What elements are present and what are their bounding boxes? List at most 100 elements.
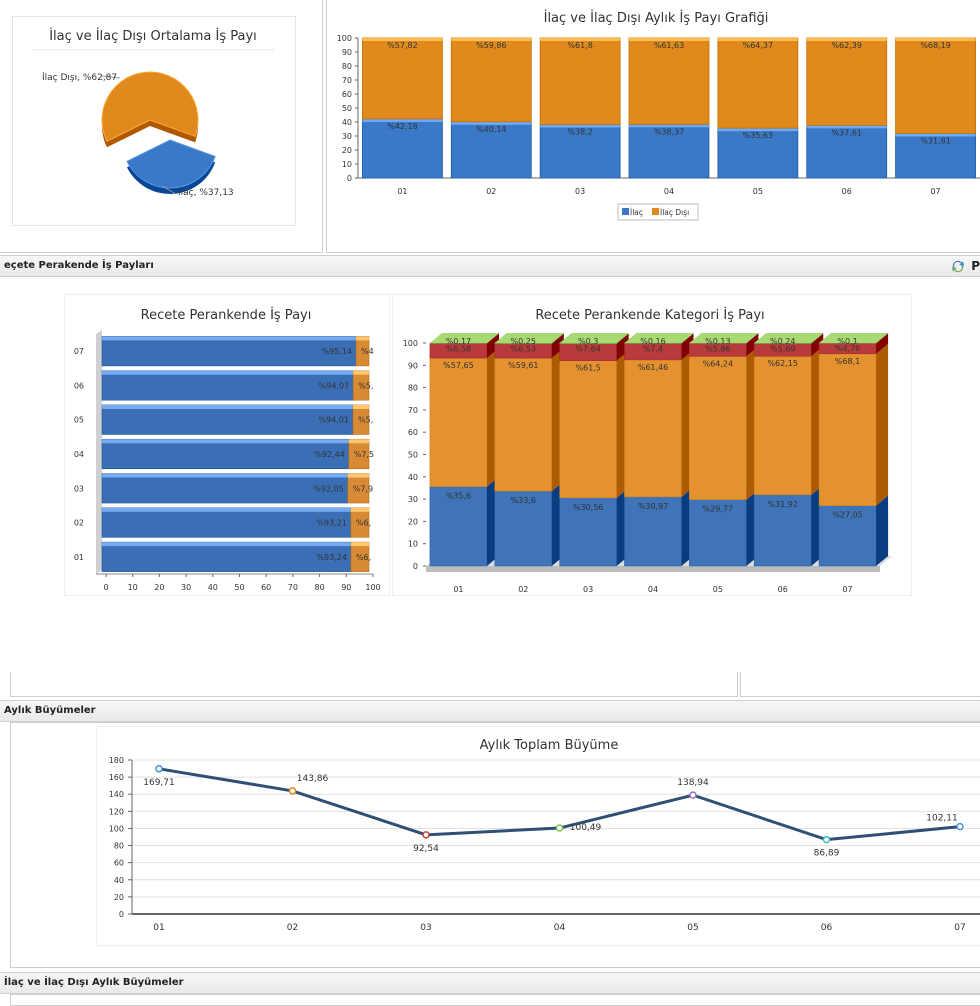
y-tick-label: 50 [342, 104, 352, 113]
chart-title: Recete Perankende Kategori İş Payı [535, 307, 764, 323]
x-tick-label: 0 [103, 583, 108, 592]
data-label: %0,1 [837, 337, 857, 346]
y-tick-label: 100 [337, 34, 352, 43]
bar-highlight [349, 439, 369, 443]
data-label: %33,6 [511, 496, 536, 505]
data-label: %38,2 [567, 128, 592, 137]
x-tick-label: 01 [453, 585, 463, 594]
data-label: %30,97 [638, 502, 669, 511]
y-tick-label: 100 [109, 824, 124, 833]
bar-segment [754, 356, 811, 495]
data-label: %93,24 [316, 553, 347, 562]
data-label: %94,07 [319, 381, 350, 390]
x-tick-label: 06 [842, 187, 852, 196]
y-tick-label: 50 [408, 451, 418, 460]
y-tick-label: 03 [74, 484, 84, 493]
kategori-share-chart: Recete Perankende Kategori İş Payı 01 02 03… [392, 294, 910, 600]
empty-panel-left [10, 672, 738, 697]
data-label: %7,9 [353, 484, 373, 493]
y-tick-label: 01 [74, 553, 84, 562]
data-label: %7,64 [575, 345, 600, 354]
data-point [290, 788, 296, 794]
data-label: 92,54 [413, 844, 439, 854]
data-point [824, 837, 830, 843]
x-tick-label: 100 [365, 583, 380, 592]
chart-floor-edge [426, 566, 880, 572]
monthly-share-chart: İlaç ve İlaç Dışı Aylık İş Payı Grafiği 0… [330, 2, 980, 234]
bar-segment [102, 542, 351, 571]
section-header-ilac-growth: İlaç ve İlaç Dışı Aylık Büyümeler [0, 972, 980, 994]
x-tick-label: 04 [648, 585, 658, 594]
data-label: 138,94 [677, 778, 709, 788]
axis-wall [96, 330, 102, 574]
chart-title: Recete Perankende İş Payı [141, 307, 312, 323]
x-tick-label: 02 [518, 585, 528, 594]
y-tick-label: 70 [408, 406, 418, 415]
bar-highlight [353, 405, 369, 409]
y-tick-label: 60 [342, 90, 352, 99]
section-header-growth: Aylık Büyümeler [0, 700, 980, 722]
data-label: %92,05 [313, 484, 344, 493]
data-label: %6, [356, 519, 371, 528]
data-label: %42,18 [387, 122, 418, 131]
data-label: %35,6 [446, 492, 471, 501]
y-tick-label: 60 [408, 428, 418, 437]
x-tick-label: 03 [420, 923, 431, 933]
chart-title: İlaç ve İlaç Dışı Ortalama İş Payı [49, 28, 257, 44]
x-tick-label: 05 [687, 923, 698, 933]
data-point [957, 824, 963, 830]
bar-segment [819, 354, 876, 506]
section-title: eçete Perakende İş Payları [0, 260, 154, 271]
refresh-icon[interactable] [950, 259, 966, 273]
bar-segment [102, 405, 353, 434]
x-tick-label: 04 [664, 187, 674, 196]
y-tick-label: 70 [342, 76, 352, 85]
bar-segment [689, 356, 746, 499]
legend-swatch [652, 208, 659, 215]
bar-segment [624, 360, 681, 497]
growth-line-chart: Aylık Toplam Büyüme020406080100120140160… [96, 726, 980, 944]
y-tick-label: 20 [342, 146, 352, 155]
x-tick-label: 10 [128, 583, 138, 592]
x-tick-label: 02 [486, 187, 496, 196]
y-tick-label: 80 [342, 62, 352, 71]
bar-segment [807, 38, 887, 125]
y-tick-label: 90 [408, 361, 418, 370]
y-tick-label: 140 [109, 790, 124, 799]
y-tick-label: 06 [74, 381, 84, 390]
y-tick-label: 40 [342, 118, 352, 127]
y-tick-label: 10 [342, 160, 352, 169]
bar-segment [102, 474, 348, 503]
y-tick-label: 02 [74, 519, 84, 528]
data-label: %37,61 [831, 128, 862, 137]
bar-highlight [356, 336, 369, 340]
x-tick-label: 20 [154, 583, 164, 592]
data-label: %59,61 [508, 361, 539, 370]
bar-segment [102, 508, 351, 537]
data-label: %68,19 [920, 41, 951, 50]
bar-highlight [102, 439, 349, 443]
x-tick-label: 07 [930, 187, 940, 196]
y-tick-label: 10 [408, 540, 418, 549]
y-tick-label: 0 [119, 910, 124, 919]
bar-highlight [353, 371, 369, 375]
data-label: 169,71 [143, 778, 175, 788]
data-label: %62,39 [831, 41, 862, 50]
bar-segment [451, 38, 531, 122]
x-tick-label: 03 [583, 585, 593, 594]
y-tick-label: 100 [403, 339, 418, 348]
bar-highlight [102, 336, 356, 340]
bar-highlight [102, 371, 353, 375]
bar-segment [896, 38, 976, 133]
y-tick-label: 20 [408, 517, 418, 526]
y-tick-label: 04 [74, 450, 84, 459]
bar-segment [102, 371, 353, 400]
x-tick-label: 07 [842, 585, 852, 594]
x-tick-label: 70 [288, 583, 298, 592]
data-label: %61,8 [567, 41, 592, 50]
y-tick-label: 30 [408, 495, 418, 504]
data-label: 143,86 [297, 774, 329, 784]
chart-title: İlaç ve İlaç Dışı Aylık İş Payı Grafiği [544, 10, 769, 26]
